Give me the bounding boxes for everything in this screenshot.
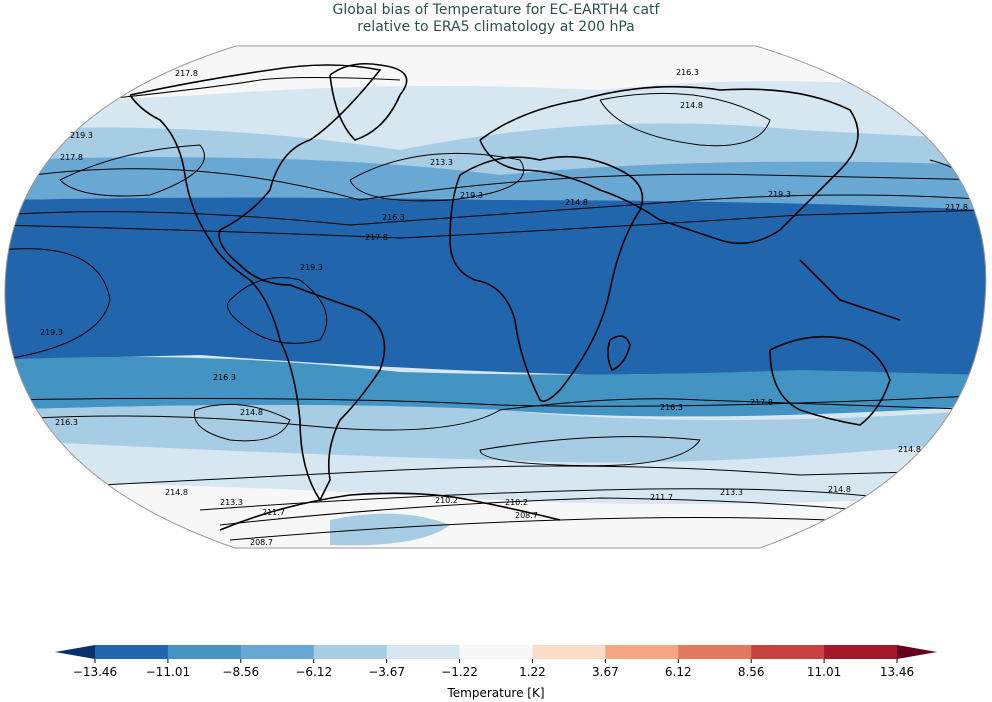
australia-coastline xyxy=(769,335,891,426)
colorbar-segment xyxy=(532,645,606,659)
colorbar-extend-high xyxy=(897,645,937,659)
contour-line xyxy=(4,248,111,361)
contour-label: 214.8 xyxy=(565,198,588,207)
contour-label: 216.3 xyxy=(676,68,699,77)
colorbar-tick-label: 6.12 xyxy=(665,665,692,679)
contour-line xyxy=(479,436,701,467)
contour-label: 217.8 xyxy=(60,153,83,162)
contour-label: 216.3 xyxy=(382,213,405,222)
contour-label: 217.8 xyxy=(175,69,198,78)
contour-label: 214.8 xyxy=(828,485,851,494)
map-frame xyxy=(4,45,987,549)
contour-label: 208.7 xyxy=(515,511,538,520)
colorbar-tick-label: −1.22 xyxy=(441,665,478,679)
colorbar-label: Temperature [K] xyxy=(446,686,544,700)
contour-label: 219.3 xyxy=(40,328,63,337)
colorbar-tick-label: −13.46 xyxy=(73,665,117,679)
colorbar-segment xyxy=(240,645,315,659)
colorbar-segment xyxy=(824,645,898,659)
contour-label: 211.7 xyxy=(650,493,673,502)
contour-label: 216.3 xyxy=(213,373,236,382)
colorbar-extend-low xyxy=(55,645,95,659)
contour-label: 213.3 xyxy=(220,498,243,507)
contour-label: 217.8 xyxy=(750,398,773,407)
contour-label: 214.8 xyxy=(240,408,263,417)
colorbar-segment xyxy=(605,645,679,659)
indonesia-coastline xyxy=(799,259,901,321)
coastline-layer xyxy=(129,62,901,531)
colorbar-segment xyxy=(678,645,752,659)
antarctic-band xyxy=(4,480,986,548)
nh-subtrop-band xyxy=(4,157,986,215)
contour-label: 213.3 xyxy=(720,488,743,497)
contour-label: 213.3 xyxy=(430,158,453,167)
contour-line xyxy=(349,152,525,202)
colorbar-tick-label: −6.12 xyxy=(295,665,332,679)
madagascar-coastline xyxy=(607,335,631,372)
contour-line xyxy=(4,209,986,239)
antarctic-patch xyxy=(330,513,450,546)
contour-line xyxy=(199,488,901,511)
contour-label: 219.3 xyxy=(70,131,93,140)
colorbar-tick-label: 3.67 xyxy=(592,665,619,679)
contour-line xyxy=(4,194,986,226)
contour-label: 208.7 xyxy=(250,538,273,547)
colorbar-tick-label: 1.22 xyxy=(519,665,546,679)
colorbar-segment xyxy=(751,645,825,659)
contour-line xyxy=(4,394,986,407)
contour-label: 217.8 xyxy=(365,233,388,242)
colorbar-tick-label: 13.46 xyxy=(880,665,914,679)
colorbar-segment xyxy=(386,645,461,659)
colorbar-tick-label: 11.01 xyxy=(807,665,841,679)
contour-label-layer: 217.8 219.3 216.3 214.8 213.3 217.8 219.… xyxy=(40,68,968,547)
contour-label: 216.3 xyxy=(55,418,78,427)
contour-label: 219.3 xyxy=(460,191,483,200)
bias-fill-layer xyxy=(4,46,986,548)
contour-label: 216.3 xyxy=(660,403,683,412)
colorbar-segment xyxy=(313,645,388,659)
contour-label: 214.8 xyxy=(680,101,703,110)
colorbar-segment xyxy=(459,645,533,659)
contour-label: 217.8 xyxy=(945,203,968,212)
contour-label: 210.2 xyxy=(505,498,528,507)
contour-line xyxy=(4,398,986,431)
antarctica-coastline xyxy=(219,492,561,531)
contour-line xyxy=(59,144,205,197)
contour-line xyxy=(193,403,291,442)
colorbar-tick-label: 8.56 xyxy=(738,665,765,679)
sh-midlat-band xyxy=(4,405,986,463)
contour-label: 210.2 xyxy=(435,496,458,505)
contour-line xyxy=(4,168,986,201)
colorbar-tick-label: −3.67 xyxy=(368,665,405,679)
contour-label: 214.8 xyxy=(165,488,188,497)
colorbar-segment xyxy=(95,645,169,659)
contour-line xyxy=(219,497,861,526)
greenland-coastline xyxy=(329,62,408,141)
colorbar-tick-label: −8.56 xyxy=(222,665,259,679)
contour-label: 211.7 xyxy=(262,508,285,517)
colorbar-tick-label: −11.01 xyxy=(146,665,190,679)
contour-layer xyxy=(4,77,986,541)
contour-label: 219.3 xyxy=(768,190,791,199)
eurasia-coastline xyxy=(479,85,859,245)
colorbar-segment xyxy=(167,645,242,659)
contour-label: 214.8 xyxy=(898,445,921,454)
arctic-band xyxy=(4,46,986,105)
africa-coastline xyxy=(449,155,644,403)
contour-label: 219.3 xyxy=(300,263,323,272)
colorbar: −13.46 −11.01 −8.56 −6.12 −3.67 −1.22 1.22 3.67… xyxy=(55,645,937,679)
contour-line xyxy=(599,92,771,147)
sh-subpolar-band xyxy=(4,440,986,502)
contour-line xyxy=(227,277,328,344)
chart-title-line1: Global bias of Temperature for EC-EARTH4… xyxy=(332,2,660,18)
chart-title-line2: relative to ERA5 climatology at 200 hPa xyxy=(357,19,635,35)
contour-line xyxy=(4,465,986,491)
